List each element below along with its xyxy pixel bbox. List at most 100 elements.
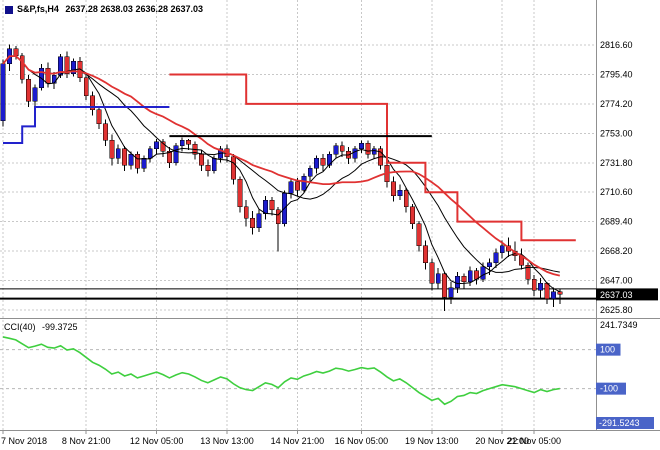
candle-body <box>390 181 396 197</box>
time-axis-label: 22 Nov 05:00 <box>507 436 561 446</box>
candle-body <box>480 266 486 280</box>
candle-body <box>102 123 108 141</box>
cci-min-badge-label: -291.5243 <box>599 418 640 428</box>
candle-body <box>275 209 281 224</box>
candle-body <box>301 176 307 191</box>
candle-body <box>19 55 25 80</box>
ma-slow-line <box>2 55 561 277</box>
candle-body <box>83 77 89 97</box>
candle-body <box>90 95 96 110</box>
candle-body <box>307 167 313 177</box>
candle-body <box>486 262 492 267</box>
time-axis-label: 12 Nov 05:00 <box>130 436 184 446</box>
candle-body <box>294 181 300 191</box>
resistance-step-line-red <box>169 73 576 242</box>
candle-body <box>147 148 153 159</box>
candle-body <box>358 142 364 149</box>
grid-layer <box>0 0 596 434</box>
candle-body <box>250 217 256 229</box>
price-axis-label: 2625.80 <box>600 305 633 315</box>
candle-body <box>538 283 544 291</box>
candle-body <box>531 278 537 291</box>
cci-level-badge <box>596 382 626 395</box>
candle-body <box>237 178 243 208</box>
candle-body <box>256 213 262 229</box>
chart-symbol-icon <box>5 6 13 14</box>
candle-body <box>173 145 179 163</box>
candle-body <box>454 276 460 288</box>
indicator-name: CCI(40) <box>4 322 36 332</box>
ma-fast-line <box>2 55 561 293</box>
cci-level-badge-label: 100 <box>600 345 615 355</box>
candle-body <box>26 78 32 102</box>
candle-body <box>70 60 76 74</box>
price-axis-label: 2816.60 <box>600 40 633 50</box>
cci-max-label: 241.7349 <box>600 320 638 330</box>
candle-body <box>109 140 115 159</box>
price-axis-label: 2668.20 <box>600 246 633 256</box>
time-axis-label: 19 Nov 13:00 <box>405 436 459 446</box>
candle-body <box>160 141 166 152</box>
candle-body <box>141 158 147 169</box>
candle-body <box>96 109 102 124</box>
price-axis-label: 2753.00 <box>600 128 633 138</box>
support-step-line-blue <box>3 105 170 145</box>
cci-line <box>2 336 560 406</box>
candle-body <box>429 262 435 284</box>
candle-body <box>397 190 403 197</box>
candle-body <box>288 181 294 194</box>
candle-body <box>550 291 556 299</box>
candle-body <box>461 276 467 283</box>
price-axis-label: 2731.80 <box>600 158 633 168</box>
current-price-badge <box>596 288 658 301</box>
cci-level-badge-label: -100 <box>600 384 618 394</box>
candle-body <box>154 141 160 149</box>
candle-body <box>314 158 320 169</box>
candle-body <box>115 148 121 159</box>
price-axis-label: 2710.60 <box>600 187 633 197</box>
candle-body <box>416 223 422 247</box>
candle-body <box>128 153 134 166</box>
time-axis-label: 16 Nov 05:00 <box>335 436 389 446</box>
candle-body <box>243 206 249 219</box>
price-axis-label: 2647.00 <box>600 276 633 286</box>
cci-level-badge <box>596 343 621 356</box>
candle-body <box>320 158 326 166</box>
ma-mid-line <box>2 55 560 273</box>
time-axis-label: 13 Nov 13:00 <box>200 436 254 446</box>
candle-body <box>499 245 505 254</box>
candle-body <box>64 56 70 74</box>
current-price-badge-label: 2637.03 <box>600 290 633 300</box>
candle-body <box>493 252 499 263</box>
candle-body <box>442 273 448 298</box>
indicator-value: -99.3725 <box>42 322 78 332</box>
candle-body <box>525 265 531 280</box>
indicator-label: CCI(40) -99.3725 <box>4 322 78 332</box>
ohlc-values: 2637.28 2638.03 2636.28 2637.03 <box>65 4 204 14</box>
candle-body <box>0 63 6 122</box>
candle-body <box>435 273 441 284</box>
chart-title: S&P,fs,H4 2637.28 2638.03 2636.28 2637.0… <box>17 4 203 14</box>
candle-body <box>230 156 236 180</box>
time-axis-label: 20 Nov 21:00 <box>475 436 529 446</box>
candle-body <box>186 140 192 145</box>
price-axis-label: 2774.20 <box>600 99 633 109</box>
candle-body <box>269 199 275 210</box>
candle-body <box>166 151 172 163</box>
candle-body <box>557 291 563 295</box>
candle-body <box>179 140 185 147</box>
candle-body <box>262 199 268 215</box>
candle-body <box>339 145 345 152</box>
candle-body <box>467 270 473 283</box>
candle-body <box>410 206 416 224</box>
candle-body <box>326 153 332 166</box>
candle-body <box>333 145 339 155</box>
candle-body <box>352 148 358 159</box>
candle-body <box>544 283 550 299</box>
candle-body <box>122 148 128 166</box>
price-axis-label: 2689.40 <box>600 217 633 227</box>
cci-min-badge <box>596 417 654 429</box>
candle-body <box>134 153 140 169</box>
symbol-label: S&P,fs,H4 <box>17 4 59 14</box>
